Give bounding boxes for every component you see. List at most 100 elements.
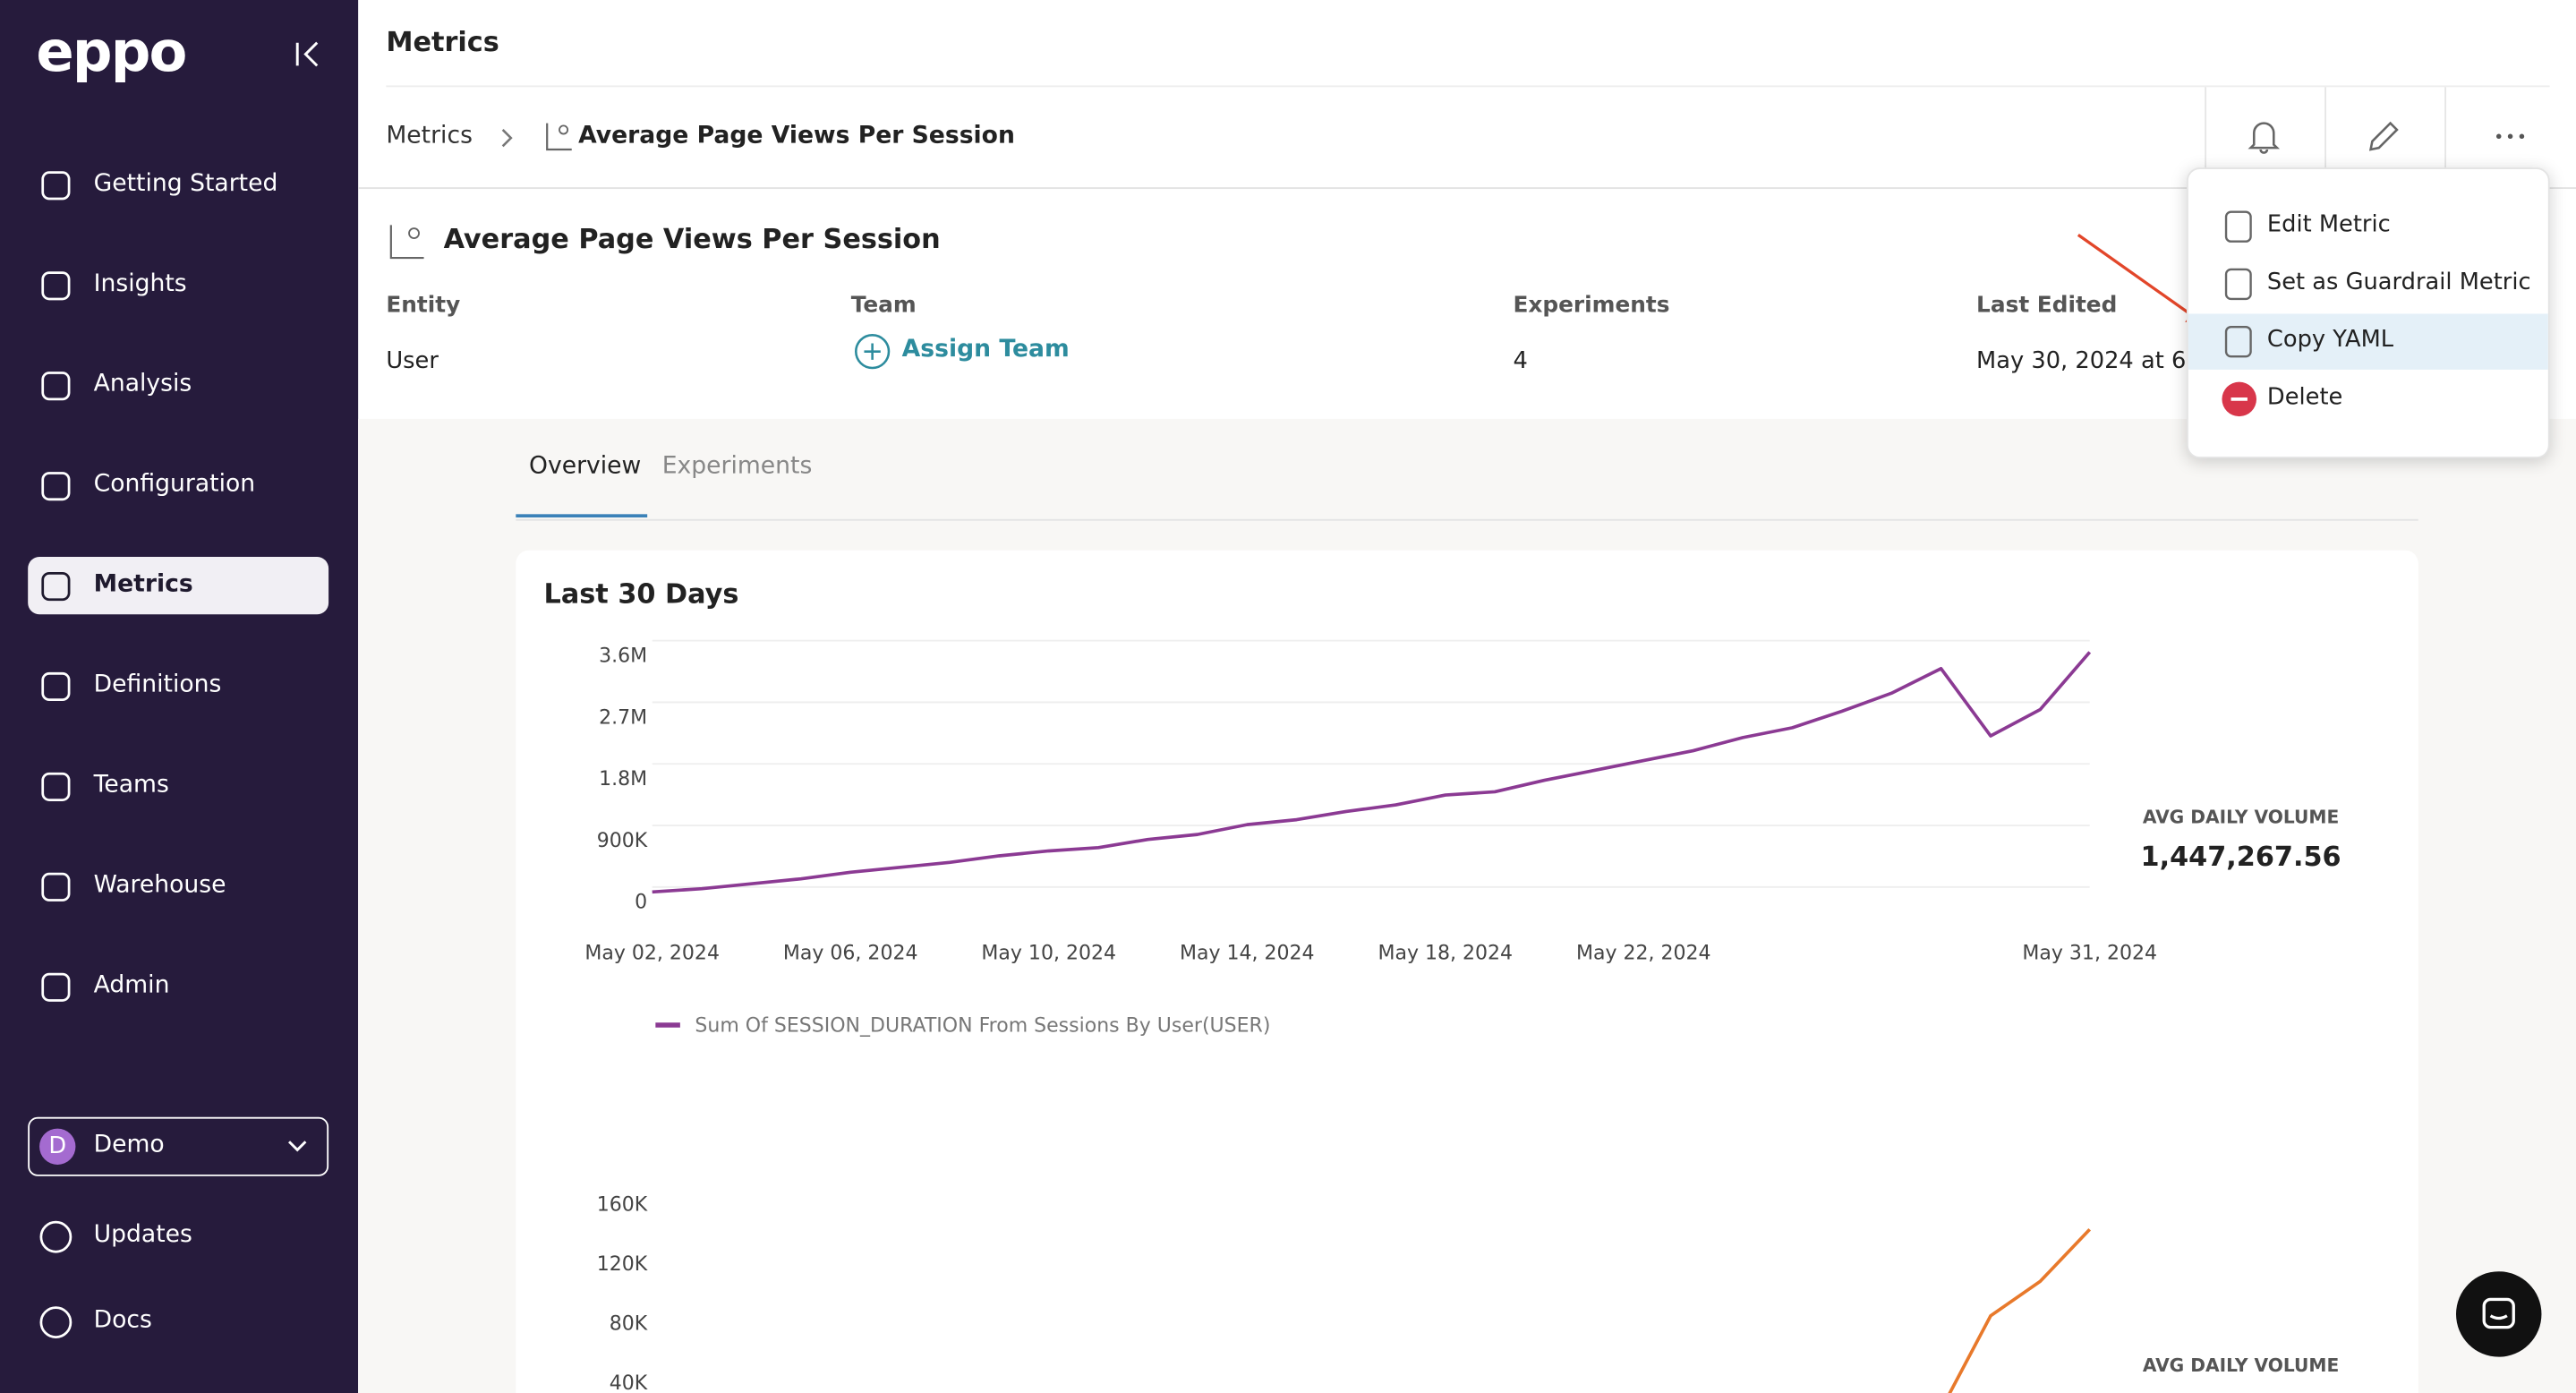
menu-icon: [2224, 210, 2252, 243]
more-button[interactable]: [2492, 128, 2528, 144]
divider: [386, 85, 2550, 88]
nav-item[interactable]: Metrics: [28, 557, 329, 615]
chart-card: [516, 550, 2418, 1393]
plus-circle: [854, 334, 891, 370]
field-label: Team: [850, 292, 917, 319]
y-tick-label: 120K: [597, 1253, 648, 1276]
field-label: Experiments: [1513, 292, 1670, 319]
menu-item[interactable]: Delete: [2188, 372, 2548, 427]
workspace-avatar: D: [39, 1128, 76, 1165]
nav-label: Updates: [93, 1222, 192, 1249]
divider: [358, 187, 2576, 190]
nav-label: Admin: [93, 972, 170, 999]
chat-button[interactable]: [2456, 1271, 2542, 1357]
nav-icon-shape: [39, 1220, 73, 1253]
nav-icon-shape: [41, 872, 71, 902]
y-tick-label: 80K: [610, 1312, 648, 1335]
menu-icon: [2222, 381, 2257, 417]
nav-item[interactable]: Analysis: [28, 356, 328, 414]
x-tick-label: May 06, 2024: [783, 943, 918, 965]
nav-icon: [41, 872, 71, 902]
breadcrumb-parent[interactable]: Metrics: [386, 123, 473, 150]
x-tick-label: May 22, 2024: [1576, 943, 1711, 965]
nav-icon: [41, 171, 71, 201]
nav-icon-shape: [41, 171, 71, 201]
nav-icon: [39, 1220, 73, 1253]
edit-button[interactable]: [2366, 118, 2401, 154]
nav-icon: [41, 372, 71, 401]
menu-item[interactable]: Set as Guardrail Metric: [2188, 256, 2548, 312]
divider: [2444, 87, 2446, 188]
nav-label: Metrics: [93, 571, 193, 598]
y-tick-label: 2.7M: [599, 706, 647, 729]
nav-item[interactable]: Warehouse: [28, 858, 328, 915]
nav-icon: [41, 972, 71, 1002]
stat-value: 1,447,267.56: [2141, 842, 2341, 873]
legend-label: Sum Of SESSION_DURATION From Sessions By…: [695, 1014, 1270, 1037]
menu-icon: [2224, 325, 2252, 358]
tab[interactable]: Overview: [529, 453, 642, 480]
breadcrumb-current: Average Page Views Per Session: [578, 123, 1015, 150]
workspace-name: Demo: [93, 1132, 165, 1158]
nav-item[interactable]: Configuration: [28, 457, 328, 514]
y-tick-label: 3.6M: [599, 645, 647, 667]
stat-label: AVG DAILY VOLUME: [2143, 806, 2339, 827]
y-tick-label: 1.8M: [599, 768, 647, 791]
menu-icon-shape: [2224, 210, 2252, 243]
nav-icon-shape: [41, 671, 71, 702]
metric-name: Average Page Views Per Session: [443, 223, 941, 255]
x-tick-label: May 02, 2024: [584, 943, 720, 965]
logo[interactable]: eppo: [36, 20, 187, 86]
nav-icon: [41, 472, 71, 501]
field-label: Entity: [386, 292, 461, 319]
nav-item[interactable]: Docs: [28, 1293, 328, 1350]
menu-icon: [2224, 268, 2252, 301]
chevron: [288, 1141, 307, 1152]
chat-icon: [2482, 1297, 2515, 1329]
tab[interactable]: Experiments: [661, 453, 813, 480]
workspace-select[interactable]: D Demo: [28, 1116, 329, 1176]
tab-underline: [516, 514, 648, 517]
plus-sign: [864, 343, 881, 360]
menu-label: Delete: [2266, 384, 2343, 411]
menu-item[interactable]: Copy YAML: [2188, 313, 2548, 370]
collapse-icon[interactable]: [293, 39, 322, 69]
nav-icon-shape: [41, 472, 71, 501]
page-title: Metrics: [386, 26, 499, 58]
nav-label: Getting Started: [93, 170, 278, 198]
field-value: May 30, 2024 at 6:5: [1976, 348, 2209, 375]
nav-item[interactable]: Teams: [28, 757, 328, 815]
menu-icon-shape: [2224, 268, 2252, 301]
card-title: Last 30 Days: [543, 577, 739, 610]
nav-label: Docs: [93, 1307, 152, 1334]
nav-item[interactable]: Admin: [28, 958, 328, 1015]
metric-icon: [546, 123, 572, 151]
nav-icon-shape: [39, 1306, 73, 1338]
nav-icon: [41, 572, 71, 602]
menu-label: Edit Metric: [2266, 211, 2391, 239]
nav-label: Analysis: [93, 371, 192, 398]
nav-icon-shape: [41, 572, 71, 602]
field-link[interactable]: Assign Team: [901, 337, 1070, 363]
divider: [516, 518, 2418, 521]
stat-label: AVG DAILY VOLUME: [2143, 1355, 2339, 1376]
nav-icon-shape: [41, 772, 71, 801]
y-tick-label: 40K: [610, 1372, 648, 1393]
nav-icon: [41, 271, 71, 301]
y-tick-label: 160K: [597, 1193, 648, 1216]
nav-item[interactable]: Definitions: [28, 657, 328, 714]
menu-label: Copy YAML: [2266, 327, 2394, 354]
dropdown-menu: Edit Metric Set as Guardrail Metric Copy Y…: [2186, 167, 2550, 458]
bell-button[interactable]: [2246, 118, 2282, 154]
nav-item[interactable]: Insights: [28, 256, 328, 313]
nav-item[interactable]: Updates: [28, 1208, 328, 1265]
plus-icon[interactable]: [853, 332, 892, 372]
nav-icon-shape: [41, 271, 71, 301]
menu-label: Set as Guardrail Metric: [2266, 269, 2531, 296]
menu-item[interactable]: Edit Metric: [2188, 199, 2548, 254]
nav-icon-shape: [41, 372, 71, 401]
sidebar: eppo Getting Started Insights Analysis Conf…: [0, 0, 359, 1393]
nav-item[interactable]: Getting Started: [28, 156, 328, 213]
